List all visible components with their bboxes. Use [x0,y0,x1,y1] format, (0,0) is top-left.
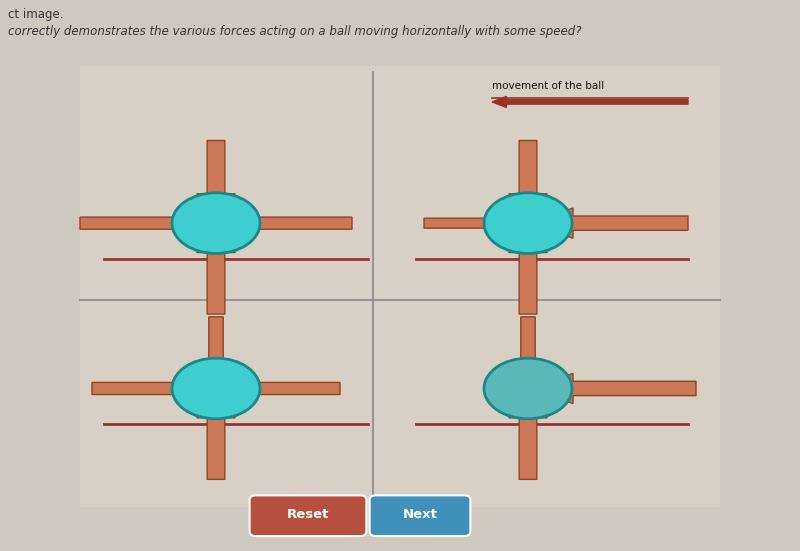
Polygon shape [222,210,352,236]
Ellipse shape [484,358,572,419]
Polygon shape [80,210,210,236]
FancyBboxPatch shape [250,495,366,536]
Polygon shape [512,317,544,384]
Polygon shape [424,212,522,234]
Ellipse shape [172,358,260,419]
Polygon shape [197,228,235,314]
Polygon shape [197,393,235,479]
Ellipse shape [172,193,260,253]
Polygon shape [200,317,232,384]
FancyBboxPatch shape [80,66,720,507]
Polygon shape [222,375,340,402]
Polygon shape [534,374,696,403]
Text: Next: Next [402,508,438,521]
Polygon shape [492,96,688,107]
FancyBboxPatch shape [370,495,470,536]
Polygon shape [509,228,547,314]
Polygon shape [509,393,547,479]
Polygon shape [509,141,547,219]
Text: ct image.: ct image. [8,8,63,21]
Text: correctly demonstrates the various forces acting on a ball moving horizontally w: correctly demonstrates the various force… [8,25,582,38]
Polygon shape [534,208,688,238]
Ellipse shape [484,193,572,253]
Polygon shape [92,375,210,402]
Text: movement of the ball: movement of the ball [492,81,604,91]
Polygon shape [197,141,235,219]
Text: Reset: Reset [287,508,329,521]
